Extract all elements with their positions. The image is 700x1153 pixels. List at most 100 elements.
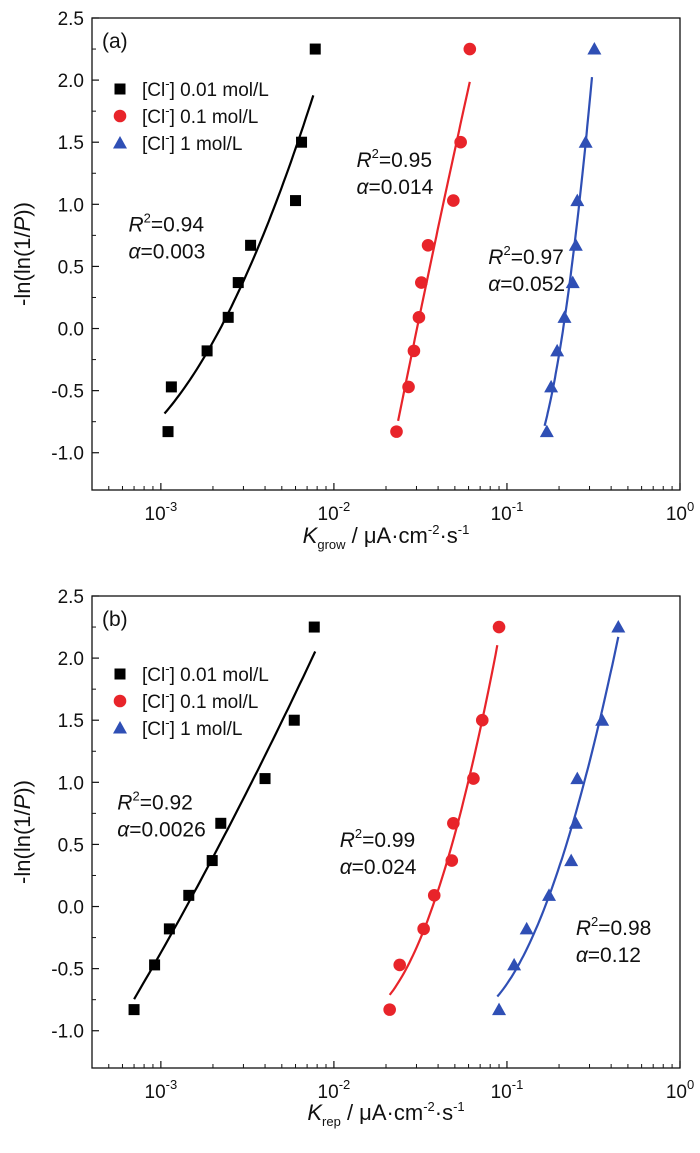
y-axis-label: -ln(ln(1/P)) [10,202,35,306]
fit-curve [163,95,315,415]
data-point [412,311,426,324]
y-tick-label: 0.5 [58,257,84,278]
legend-marker [113,694,127,708]
legend-label: [Cl-] 1 mol/L [142,130,242,155]
fit-curve [133,651,317,1000]
fit-curve [496,636,620,998]
series-0-1-mol-l: R2=0.99 α=0.024 [Cl-] 0.1 mol/L [113,620,506,1016]
data-point [201,345,213,357]
y-tick-label: 2.5 [58,587,84,608]
data-point [544,379,559,393]
data-point [564,853,579,867]
y-tick-label: 1.5 [58,133,84,154]
legend-marker [113,109,127,123]
data-point [475,713,489,727]
legend-label: [Cl-] 1 mol/L [142,715,242,740]
data-point [595,713,610,726]
data-point [407,344,421,358]
data-point [415,276,428,289]
y-tick-label: 0.0 [58,898,84,919]
y-axis-label: -ln(ln(1/P)) [10,780,35,884]
data-point [417,922,430,936]
data-point [467,772,480,785]
data-point [215,817,227,829]
data-point [245,239,257,251]
chart-panel-a: -1.0 -0.5 0.0 0.5 1.0 1.5 2.0 2.5 10-3 10-2 10-1 10… [10,9,694,552]
data-point [519,921,534,935]
data-point [542,888,557,901]
legend-label: [Cl-] 0.01 mol/L [142,76,269,101]
alpha-label: α=0.052 [488,273,565,296]
x-axis-label: Kgrow / μA·cm-2·s-1 [303,522,470,552]
data-point [447,194,460,207]
data-point [427,889,441,902]
series-0-01-mol-l: R2=0.92 α=0.0026 [Cl-] 0.01 mol/L [114,621,320,1016]
data-point [557,310,572,323]
r-squared-label: R2=0.98 [576,914,652,940]
y-tick-label: -0.5 [51,382,84,403]
data-point [611,620,626,633]
r-squared-label: R2=0.94 [128,211,204,237]
r-squared-label: R2=0.95 [356,146,432,172]
series-0-1-mol-l: R2=0.95 α=0.014 [Cl-] 0.1 mol/L [113,42,477,438]
data-point [288,714,300,726]
data-point [568,238,583,251]
data-point [463,42,477,56]
data-point [539,424,554,438]
data-point [222,311,234,323]
data-point [447,817,460,830]
data-point [570,193,585,207]
data-point [454,135,467,149]
alpha-label: α=0.024 [340,856,417,879]
data-point [259,773,271,785]
r-squared-label: R2=0.97 [488,243,564,269]
fit-curve [397,81,471,422]
data-point [206,855,218,867]
data-point [550,343,565,357]
data-point [183,889,195,901]
x-tick-label: 10-2 [318,499,351,525]
series-1-mol-l: R2=0.98 α=0.12 [Cl-] 1 mol/L [113,620,652,1016]
alpha-label: α=0.003 [128,241,205,264]
x-tick-label: 10-1 [491,1077,524,1103]
y-tick-label: 2.0 [58,71,84,92]
legend-marker [114,668,126,680]
data-point [308,621,320,633]
data-point [492,1002,507,1016]
data-point [162,426,174,438]
x-tick-label: 10-3 [145,499,178,525]
alpha-label: α=0.0026 [117,819,205,842]
r-squared-label: R2=0.92 [117,789,193,815]
y-tick-label: 0.0 [58,320,84,341]
series-1-mol-l: R2=0.97 α=0.052 [Cl-] 1 mol/L [113,42,602,438]
data-point [507,957,522,971]
y-tick-label: 1.0 [58,195,84,216]
data-point [309,43,321,55]
y-tick-label: -0.5 [51,960,84,981]
x-tick-label: 10-1 [491,499,524,525]
y-tick-label: -1.0 [51,1022,84,1043]
data-point [149,959,161,971]
data-point [568,816,583,829]
data-point [402,380,415,394]
data-point [390,425,403,438]
data-point [232,277,244,289]
legend-marker [114,83,126,95]
data-point [565,275,580,289]
y-tick-label: 2.0 [58,649,84,670]
series-0-01-mol-l: R2=0.94 α=0.003 [Cl-] 0.01 mol/L [114,43,321,438]
y-tick-label: 2.5 [58,9,84,30]
r-squared-label: R2=0.99 [340,826,416,852]
fit-curve [388,645,499,996]
x-tick-label: 100 [666,499,694,525]
data-point [296,136,308,148]
data-point [290,195,302,207]
chart-panel-b: -1.0 -0.5 0.0 0.5 1.0 1.5 2.0 2.5 10-3 10-2 10-1 10… [10,587,694,1129]
data-point [393,958,407,972]
x-tick-label: 10-2 [318,1077,351,1103]
legend-label: [Cl-] 0.01 mol/L [142,661,269,686]
y-tick-label: 0.5 [58,835,84,856]
panel-label: (b) [102,608,128,631]
x-tick-label: 10-3 [145,1077,178,1103]
legend-label: [Cl-] 0.1 mol/L [142,688,258,713]
